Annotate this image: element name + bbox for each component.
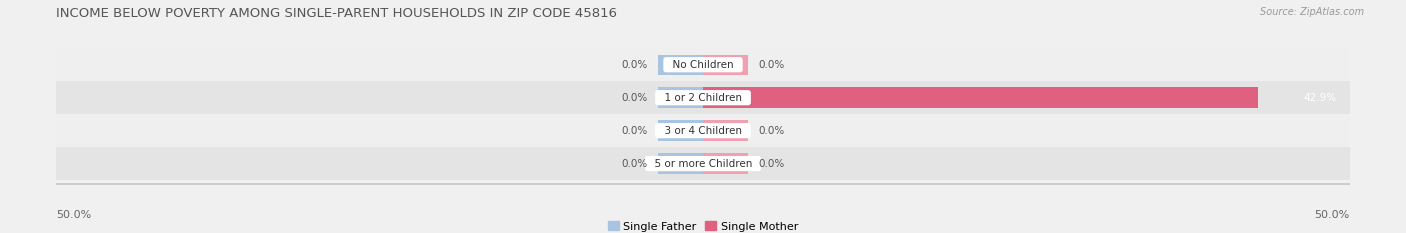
Bar <box>703 87 1258 108</box>
Bar <box>658 120 703 141</box>
Text: 42.9%: 42.9% <box>1303 93 1337 103</box>
Text: 0.0%: 0.0% <box>621 60 647 70</box>
Bar <box>56 81 1350 114</box>
Text: 0.0%: 0.0% <box>759 60 785 70</box>
Text: INCOME BELOW POVERTY AMONG SINGLE-PARENT HOUSEHOLDS IN ZIP CODE 45816: INCOME BELOW POVERTY AMONG SINGLE-PARENT… <box>56 7 617 20</box>
Text: 0.0%: 0.0% <box>621 126 647 136</box>
Bar <box>56 114 1350 147</box>
Bar <box>658 55 703 75</box>
Text: 50.0%: 50.0% <box>56 210 91 220</box>
Text: 0.0%: 0.0% <box>759 126 785 136</box>
Text: 0.0%: 0.0% <box>759 159 785 169</box>
Legend: Single Father, Single Mother: Single Father, Single Mother <box>603 217 803 233</box>
Text: 1 or 2 Children: 1 or 2 Children <box>658 93 748 103</box>
Bar <box>703 55 748 75</box>
Bar <box>56 48 1350 81</box>
Text: 0.0%: 0.0% <box>621 93 647 103</box>
Bar <box>658 153 703 174</box>
Text: No Children: No Children <box>666 60 740 70</box>
Text: 0.0%: 0.0% <box>621 159 647 169</box>
Bar <box>56 147 1350 180</box>
Bar <box>658 87 703 108</box>
Bar <box>703 153 748 174</box>
Text: Source: ZipAtlas.com: Source: ZipAtlas.com <box>1260 7 1364 17</box>
Bar <box>703 120 748 141</box>
Text: 3 or 4 Children: 3 or 4 Children <box>658 126 748 136</box>
Text: 50.0%: 50.0% <box>1315 210 1350 220</box>
Text: 5 or more Children: 5 or more Children <box>648 159 758 169</box>
